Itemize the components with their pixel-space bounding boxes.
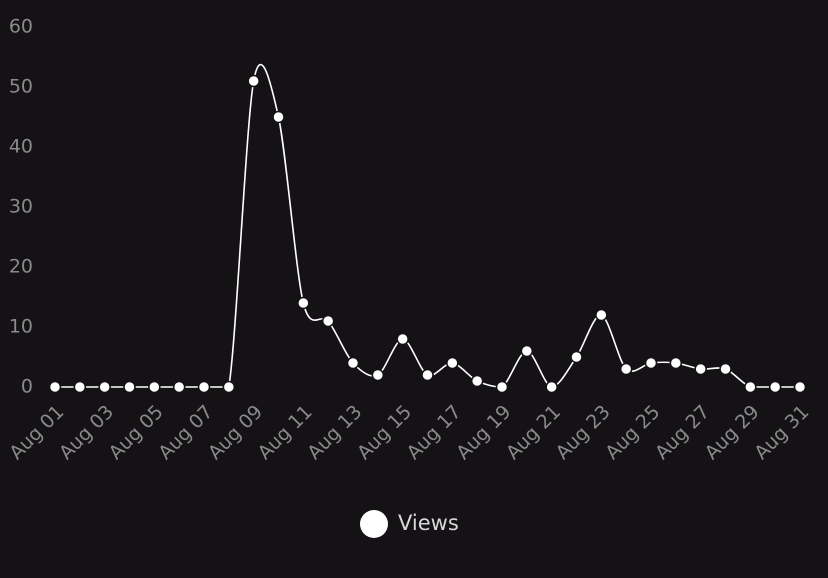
x-tick-label: Aug 09 (204, 401, 267, 464)
point (48, 380, 62, 394)
point (470, 374, 484, 388)
point (744, 380, 757, 394)
point (495, 380, 509, 394)
point (545, 380, 558, 394)
point (570, 350, 583, 364)
x-tick-label: Aug 19 (452, 401, 515, 464)
y-tick-label: 60 (9, 16, 33, 38)
x-tick-label: Aug 11 (254, 401, 317, 464)
y-tick-label: 40 (9, 136, 33, 158)
y-tick-label: 20 (9, 256, 33, 278)
point (222, 380, 236, 394)
x-tick-label: Aug 07 (154, 401, 217, 464)
point (520, 344, 534, 358)
point (247, 74, 260, 88)
point (148, 380, 161, 394)
x-tick-label: Aug 01 (5, 401, 68, 464)
x-tick-label: Aug 13 (303, 401, 366, 464)
point (396, 332, 409, 346)
x-tick-label: Aug 27 (651, 401, 714, 464)
point (768, 380, 782, 394)
point (719, 362, 732, 376)
y-tick-label: 30 (9, 196, 33, 218)
point (421, 368, 434, 382)
x-tick-label: Aug 21 (502, 401, 565, 464)
x-tick-label: Aug 29 (701, 401, 764, 464)
point (172, 380, 186, 394)
point (297, 296, 310, 310)
point (446, 356, 459, 370)
point (346, 356, 360, 370)
point (73, 380, 87, 394)
x-tick-label: Aug 31 (750, 401, 813, 464)
point (669, 356, 683, 370)
point (321, 314, 335, 328)
y-tick-label: 10 (9, 316, 33, 338)
point (123, 380, 136, 394)
line (54, 63, 800, 388)
x-tick-label: Aug 15 (353, 401, 416, 464)
x-tick-label: Aug 17 (403, 401, 466, 464)
point (644, 356, 658, 370)
x-tick-label: Aug 23 (552, 401, 615, 464)
point (793, 380, 807, 394)
x-tick-label: Aug 03 (55, 401, 118, 464)
legend-marker (360, 510, 388, 538)
point (371, 368, 385, 382)
point (595, 308, 608, 322)
point (272, 110, 285, 124)
point (694, 362, 707, 376)
point (619, 362, 633, 376)
point (197, 380, 211, 394)
legend-text: Views (398, 511, 459, 535)
y-tick-label: 0 (21, 376, 33, 398)
x-tick-label: Aug 05 (105, 401, 168, 464)
y-tick-label: 50 (9, 76, 33, 98)
x-tick-label: Aug 25 (601, 401, 664, 464)
point (98, 380, 111, 394)
